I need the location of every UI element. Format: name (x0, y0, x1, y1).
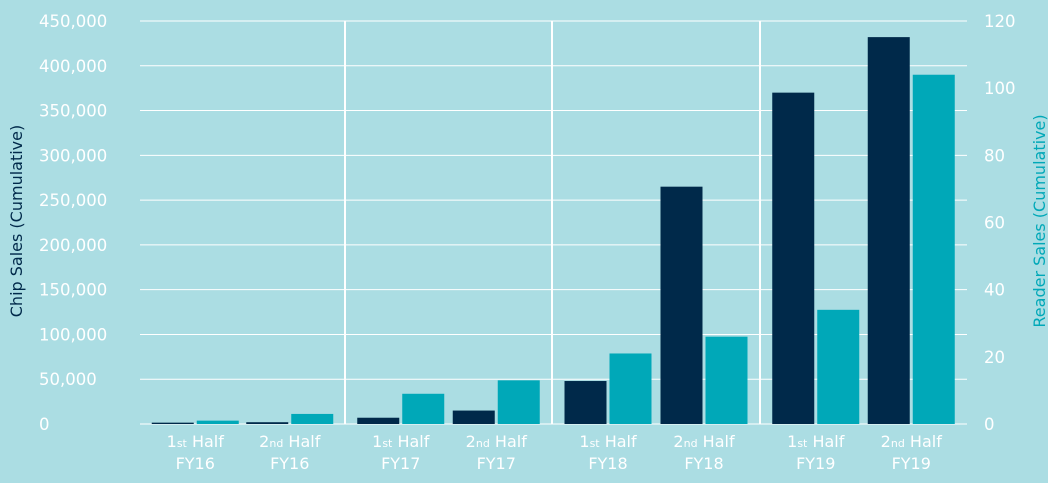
reader-sales-bar (609, 353, 652, 424)
y1-tick-label: 100,000 (39, 325, 107, 344)
category-label-period: 2nd Half (466, 432, 528, 451)
category-label-year: FY19 (892, 454, 931, 473)
y2-tick-label: 60 (984, 214, 1005, 233)
y2-tick-label: 100 (984, 79, 1016, 98)
chip-sales-bar (246, 422, 289, 424)
y2-axis-title: Reader Sales (Cumulative) (1030, 114, 1048, 327)
y1-tick-label: 450,000 (39, 12, 107, 31)
category-label-period: 1st Half (579, 432, 637, 451)
reader-sales-bar (497, 380, 540, 424)
y1-axis-title: Chip Sales (Cumulative) (7, 125, 26, 317)
y1-tick-labels: 0 50,000 100,000 150,000 200,000 250,000 300,0… (39, 12, 107, 434)
y2-tick-label: 40 (984, 281, 1005, 300)
category-label-year: FY18 (684, 454, 723, 473)
y1-tick-label: 200,000 (39, 236, 107, 255)
category-label-period: 2nd Half (259, 432, 321, 451)
reader-sales-bar (402, 393, 445, 424)
category-label-period: 1st Half (167, 432, 225, 451)
category-labels: 1st Half FY16 2nd Half FY16 1st Half FY17 2nd … (167, 432, 943, 473)
chip-sales-bar (452, 410, 495, 424)
category-label-year: FY17 (381, 454, 420, 473)
category-label-year: FY16 (270, 454, 309, 473)
reader-sales-bar (291, 413, 334, 424)
reader-sales-bar (912, 74, 955, 424)
y2-tick-label: 20 (984, 348, 1005, 367)
y1-tick-label: 400,000 (39, 57, 107, 76)
category-label-year: FY19 (796, 454, 835, 473)
category-label-period: 1st Half (787, 432, 845, 451)
y1-tick-label: 50,000 (39, 370, 97, 389)
reader-sales-bar (705, 336, 748, 424)
chip-sales-bar (151, 422, 194, 424)
y1-tick-label: 0 (39, 415, 50, 434)
y2-tick-label: 80 (984, 146, 1005, 165)
category-label-period: 2nd Half (881, 432, 943, 451)
chip-sales-bar (867, 37, 910, 425)
y1-tick-label: 250,000 (39, 191, 107, 210)
reader-sales-bar (196, 420, 239, 424)
chip-sales-bar (357, 417, 400, 424)
y1-tick-label: 300,000 (39, 146, 107, 165)
category-label-year: FY18 (588, 454, 627, 473)
category-label-period: 1st Half (372, 432, 430, 451)
chip-sales-bar (660, 186, 703, 424)
chip-sales-bar (564, 381, 607, 424)
category-label-year: FY16 (176, 454, 215, 473)
y1-tick-label: 150,000 (39, 281, 107, 300)
chip-sales-bar (772, 92, 815, 425)
y2-tick-labels: 0 20 40 60 80 100 120 (984, 12, 1016, 434)
y1-tick-label: 350,000 (39, 102, 107, 121)
category-label-year: FY17 (477, 454, 516, 473)
y2-tick-label: 0 (984, 415, 995, 434)
y2-tick-label: 120 (984, 12, 1016, 31)
bars (151, 37, 955, 425)
category-label-period: 2nd Half (673, 432, 735, 451)
reader-sales-bar (817, 309, 860, 424)
